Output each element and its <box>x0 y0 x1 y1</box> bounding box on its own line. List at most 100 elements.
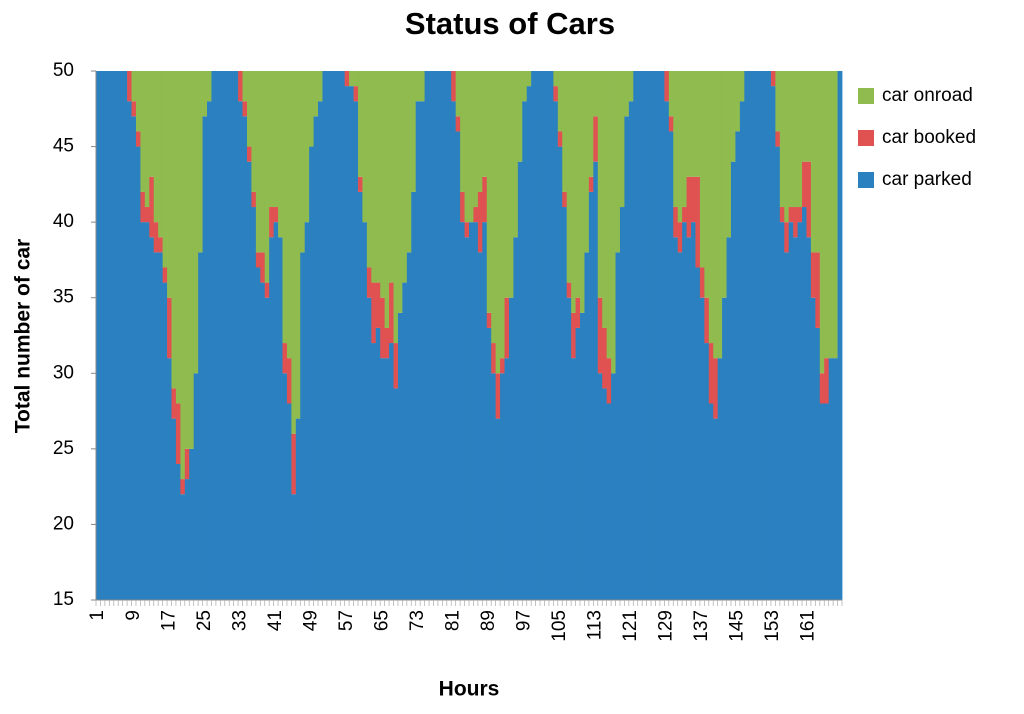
bar-segment <box>460 71 465 192</box>
bar-segment <box>775 71 781 132</box>
bar-segment <box>291 71 297 434</box>
bar-segment <box>158 252 164 600</box>
bar-segment <box>286 358 292 404</box>
bar-segment <box>673 237 679 600</box>
bar-segment <box>571 358 576 600</box>
bar-segment <box>411 71 417 192</box>
bar-segment <box>371 343 377 600</box>
bar-segment <box>739 71 745 102</box>
bar-segment <box>202 71 208 117</box>
bar-segment <box>109 71 115 600</box>
bar-segment <box>722 297 727 600</box>
bar-segment <box>815 71 821 253</box>
bar-segment <box>655 71 661 600</box>
bar-segment <box>406 71 412 253</box>
bar-segment <box>504 71 510 298</box>
bar-segment <box>535 71 541 600</box>
bar-segment <box>238 71 243 102</box>
bar-segment <box>819 71 825 374</box>
bar-segment <box>833 71 838 359</box>
bar-segment <box>588 176 594 192</box>
bar-segment <box>469 71 474 223</box>
bar-segment <box>313 116 319 600</box>
bar-segment <box>708 403 714 600</box>
x-tick-label: 153 <box>762 610 783 642</box>
x-tick-label: 73 <box>407 610 428 631</box>
bar-segment <box>144 207 150 223</box>
bar-segment <box>806 237 812 600</box>
x-tick-label: 65 <box>371 610 392 631</box>
bar-segment <box>380 71 386 298</box>
bar-segment <box>726 237 732 600</box>
bar-segment <box>704 343 710 600</box>
bar-segment <box>211 71 217 600</box>
bar-segment <box>770 71 776 87</box>
bar-segment <box>269 237 275 600</box>
bar-segment <box>131 101 137 117</box>
bar-segment <box>508 297 514 600</box>
y-tick-label: 35 <box>53 287 74 308</box>
bar-segment <box>224 71 230 600</box>
bar-segment <box>477 191 483 253</box>
bar-segment <box>135 146 141 601</box>
x-tick-label: 161 <box>798 610 819 642</box>
bar-segment <box>717 358 723 600</box>
bar-segment <box>286 71 292 359</box>
bar-segment <box>500 71 505 359</box>
bar-segment <box>619 71 625 208</box>
bar-segment <box>504 358 510 600</box>
bar-segment <box>326 71 332 600</box>
bar-segment <box>304 71 310 223</box>
bar-segment <box>153 252 159 600</box>
bar-segment <box>282 343 288 374</box>
x-tick-label: 121 <box>620 610 641 642</box>
bar-segment <box>158 71 164 238</box>
x-tick-label: 33 <box>229 610 250 631</box>
bar-segment <box>566 71 572 283</box>
bar-segment <box>699 297 705 600</box>
bar-segment <box>651 71 656 600</box>
bar-segment <box>473 71 479 208</box>
bar-segment <box>779 222 785 600</box>
bar-segment <box>797 207 803 223</box>
x-tick-label: 1 <box>87 610 108 621</box>
bar-segment <box>810 297 816 600</box>
bar-segment <box>380 297 386 359</box>
bar-segment <box>255 267 261 600</box>
bar-segment <box>238 101 243 600</box>
y-tick-label: 40 <box>53 211 74 232</box>
bar-segment <box>726 71 732 238</box>
bar-segment <box>491 373 497 600</box>
y-tick-label: 25 <box>53 438 74 459</box>
bar-segment <box>260 282 266 600</box>
x-tick-label: 97 <box>514 610 535 631</box>
chart-title: Status of Cars <box>405 6 615 41</box>
bar-segment <box>593 116 599 162</box>
bar-segment <box>429 71 434 600</box>
bar-segment <box>273 207 279 223</box>
bar-segment <box>300 71 306 253</box>
x-tick-label: 129 <box>656 610 677 642</box>
bar-segment <box>562 191 568 208</box>
bar-segment <box>553 101 559 600</box>
bar-segment <box>548 71 554 600</box>
bar-segment <box>300 252 306 600</box>
bar-segment <box>677 222 683 253</box>
bar-segment <box>442 71 448 600</box>
bar-segment <box>357 71 363 177</box>
bar-segment <box>517 71 523 162</box>
bar-segment <box>522 101 528 600</box>
bar-segment <box>526 86 532 601</box>
bar-segment <box>113 71 119 600</box>
bar-segment <box>824 403 830 600</box>
bar-segment <box>175 403 181 464</box>
bar-segment <box>708 343 714 404</box>
bar-segment <box>380 358 386 600</box>
bar-segment <box>735 131 741 600</box>
x-tick-label: 137 <box>691 610 712 642</box>
bar-segment <box>495 71 501 374</box>
bar-segment <box>393 388 399 600</box>
bar-segment <box>309 71 314 147</box>
bar-segment <box>699 71 705 268</box>
bar-segment <box>140 222 146 600</box>
